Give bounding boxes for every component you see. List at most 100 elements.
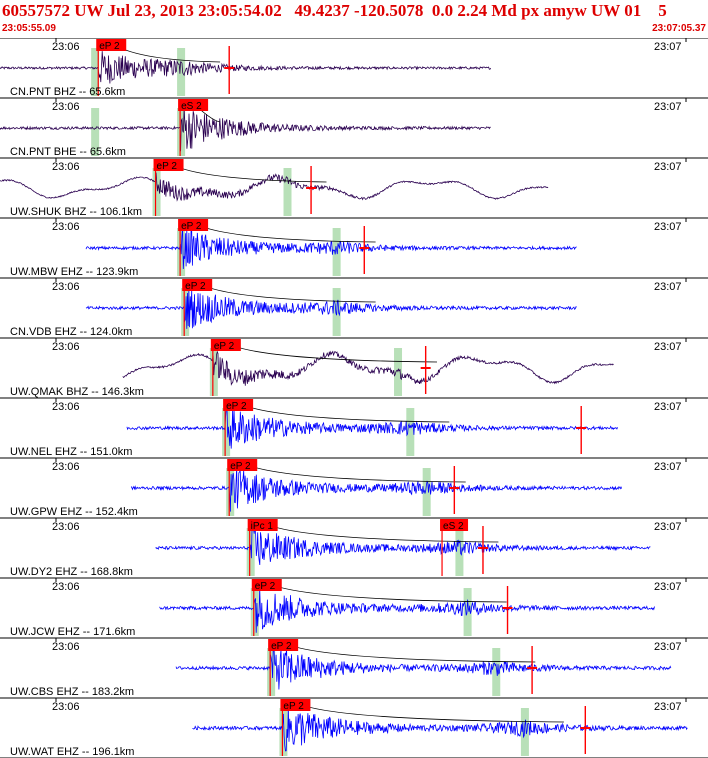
waveform-trace — [155, 524, 651, 566]
pick-label-box — [251, 579, 282, 591]
station-label: CN.VDB EHZ -- 124.0km — [10, 326, 132, 338]
time-tick-label-right: 23:07 — [654, 581, 682, 593]
p-phase-window — [267, 648, 276, 696]
travel-time-curve — [193, 279, 376, 303]
time-tick-label-left: 23:06 — [52, 281, 80, 293]
p-phase-window — [246, 528, 255, 576]
waveform-trace — [126, 406, 618, 449]
pick-label-box — [210, 339, 241, 351]
travel-time-curve — [234, 399, 450, 423]
p-phase-window — [226, 468, 235, 516]
pick-label: eP 2 — [283, 701, 304, 712]
pick-label-box — [247, 519, 278, 531]
pick-label: eP 2 — [226, 401, 247, 412]
p-phase-window — [152, 168, 161, 216]
p-phase-window — [250, 588, 259, 636]
pick-label: eP 2 — [157, 161, 178, 172]
pick-label: eS 2 — [181, 101, 202, 112]
pick-label: eP 2 — [214, 341, 235, 352]
pick-label-box — [227, 459, 258, 471]
time-tick-label-right: 23:07 — [654, 521, 682, 533]
pick-label-box — [268, 639, 299, 651]
start-time: 23:05:55.09 — [2, 23, 56, 34]
time-tick-label-right: 23:07 — [654, 281, 682, 293]
s-phase-window — [463, 588, 472, 636]
travel-time-curve — [165, 159, 327, 183]
waveform-trace — [122, 350, 614, 386]
s-phase-window — [422, 468, 431, 516]
pick-label-box — [223, 399, 254, 411]
waveform-trace — [0, 51, 492, 84]
pick-label-box — [178, 219, 209, 231]
pick-label-box — [182, 279, 213, 291]
second-pick-label-box — [440, 519, 469, 531]
time-tick-label-left: 23:06 — [52, 521, 80, 533]
station-label: UW.CBS EHZ -- 183.2km — [10, 686, 134, 698]
waveform-trace — [192, 704, 688, 752]
station-label: CN.PNT BHE -- 65.6km — [10, 146, 126, 158]
pick-label: iPc 1 — [251, 521, 274, 532]
time-tick-label-left: 23:06 — [52, 221, 80, 233]
pick-label: eP 2 — [255, 581, 276, 592]
time-tick-label-left: 23:06 — [52, 701, 80, 713]
time-tick-label-left: 23:06 — [52, 161, 80, 173]
time-tick-label-left: 23:06 — [52, 341, 80, 353]
waveform-trace — [85, 227, 577, 270]
p-phase-window — [91, 108, 100, 156]
s-phase-window — [520, 708, 529, 756]
s-phase-window — [455, 528, 464, 576]
pick-label: eP 2 — [99, 41, 120, 52]
s-phase-window — [177, 48, 186, 96]
station-label: UW.WAT EHZ -- 196.1km — [10, 746, 134, 758]
waveform-trace — [0, 172, 549, 202]
time-tick-label-right: 23:07 — [654, 341, 682, 353]
travel-time-curve — [189, 219, 376, 243]
travel-time-curve — [238, 459, 466, 483]
time-tick-label-right: 23:07 — [654, 161, 682, 173]
pick-label-box — [96, 39, 127, 51]
time-tick-label-left: 23:06 — [52, 581, 80, 593]
waveform-trace — [159, 587, 655, 633]
pick-label: eP 2 — [185, 281, 206, 292]
p-phase-window — [222, 408, 231, 456]
event-title: 60557572 UW Jul 23, 2013 23:05:54.02 49.… — [2, 1, 667, 20]
time-tick-label-left: 23:06 — [52, 41, 80, 53]
station-label: UW.QMAK BHZ -- 146.3km — [10, 386, 144, 398]
end-time: 23:07:05.37 — [652, 23, 706, 34]
waveform-trace — [0, 107, 491, 152]
waveform-trace — [85, 288, 577, 329]
time-tick-label-left: 23:06 — [52, 641, 80, 653]
s-phase-window — [406, 408, 415, 456]
travel-time-curve — [222, 339, 438, 363]
time-tick-label-right: 23:07 — [654, 41, 682, 53]
header: 60557572 UW Jul 23, 2013 23:05:54.02 49.… — [0, 0, 708, 38]
second-pick-label: eS 2 — [443, 521, 464, 532]
pick-label: eP 2 — [230, 461, 251, 472]
p-phase-window — [91, 48, 100, 96]
station-label: UW.JCW EHZ -- 171.6km — [10, 626, 135, 638]
time-tick-label-right: 23:07 — [654, 401, 682, 413]
station-label: UW.NEL EHZ -- 151.0km — [10, 446, 132, 458]
pick-label-box — [153, 159, 184, 171]
waveform-trace — [175, 643, 672, 690]
pick-label-box — [178, 99, 209, 111]
pick-label-box — [280, 699, 311, 711]
time-tick-label-right: 23:07 — [654, 641, 682, 653]
p-phase-window — [279, 708, 288, 756]
s-phase-window — [283, 168, 292, 216]
time-tick-label-left: 23:06 — [52, 461, 80, 473]
time-tick-label-right: 23:07 — [654, 221, 682, 233]
time-tick-label-left: 23:06 — [52, 101, 80, 113]
p-phase-window — [181, 288, 190, 336]
time-tick-label-left: 23:06 — [52, 401, 80, 413]
time-tick-label-right: 23:07 — [654, 461, 682, 473]
pick-label: eP 2 — [271, 641, 292, 652]
pick-label: eP 2 — [181, 221, 202, 232]
time-tick-label-right: 23:07 — [654, 701, 682, 713]
station-label: UW.MBW EHZ -- 123.9km — [10, 266, 138, 278]
station-label: CN.PNT BHZ -- 65.6km — [10, 86, 125, 98]
waveform-trace — [130, 466, 623, 512]
s-phase-window — [492, 648, 501, 696]
station-label: UW.GPW EHZ -- 152.4km — [10, 506, 138, 518]
time-tick-label-right: 23:07 — [654, 101, 682, 113]
